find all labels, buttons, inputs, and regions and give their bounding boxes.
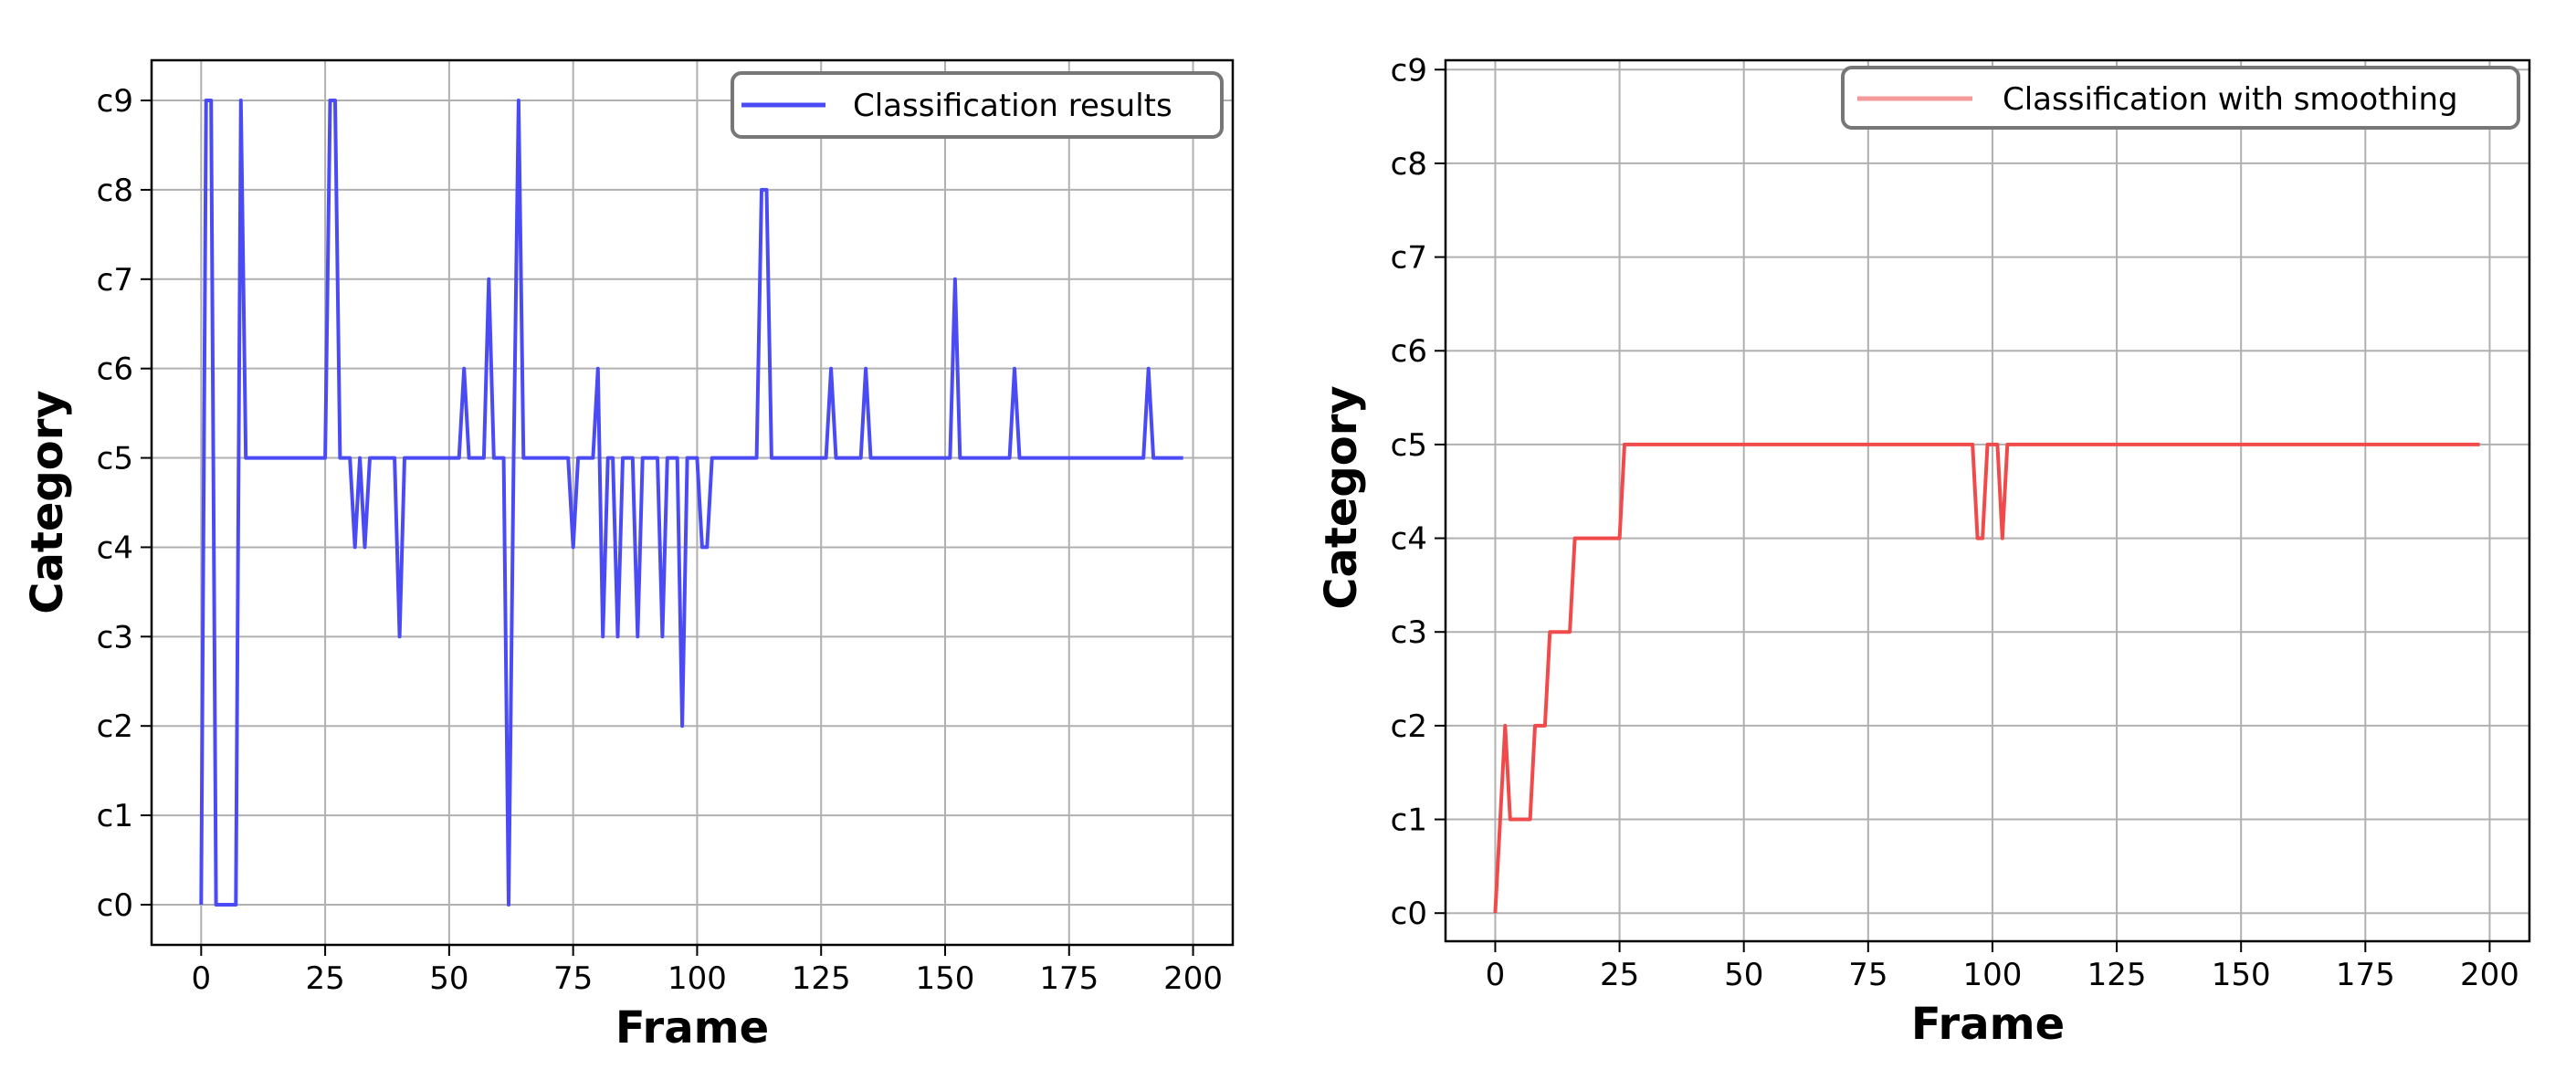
y-tick-label: c4	[1391, 521, 1427, 558]
x-tick-label: 175	[2336, 957, 2395, 993]
series-line-0	[199, 99, 1183, 907]
data-lines	[1493, 442, 2480, 914]
y-tick-label: c2	[1391, 708, 1427, 745]
y-tick-label: c4	[97, 530, 133, 566]
x-tick-label: 0	[191, 960, 211, 997]
x-axis-label: Frame	[615, 1002, 769, 1054]
y-tick-label: c0	[97, 887, 133, 924]
y-tick-label: c3	[97, 619, 133, 655]
x-tick-label: 0	[1486, 957, 1506, 993]
y-tick-label: c3	[1391, 614, 1427, 651]
grid	[1446, 60, 2529, 941]
x-tick-label: 75	[1848, 957, 1887, 993]
plot-area	[1446, 60, 2529, 941]
x-tick-label: 200	[1163, 960, 1223, 997]
axis-ticks: 0 25 50 75 100 125 150 175 200 c0 c1 c2 c3 c4 c5 c6 c7 c8…	[1391, 52, 2519, 993]
y-tick-label: c6	[1391, 333, 1427, 370]
x-tick-label: 25	[305, 960, 344, 997]
y-tick-label: c2	[97, 708, 133, 745]
x-tick-label: 50	[429, 960, 468, 997]
series-line-0	[1493, 442, 2480, 914]
x-tick-label: 150	[2212, 957, 2271, 993]
y-tick-label: c5	[1391, 427, 1427, 464]
y-tick-label: c5	[97, 441, 133, 477]
plot-area	[152, 60, 1233, 945]
legend-box	[1841, 66, 2520, 130]
legend: Classification results	[731, 71, 1224, 139]
x-tick-label: 75	[553, 960, 593, 997]
y-tick-label: c8	[97, 173, 133, 209]
y-tick-label: c0	[1391, 896, 1427, 932]
chart-right-classification-with-smoothing: 0 25 50 75 100 125 150 175 200 c0 c1 c2 c3 c4 c5 c6 c7 c8…	[1316, 52, 2531, 1050]
y-tick-label: c9	[97, 83, 133, 120]
plot-frame	[150, 58, 1235, 947]
y-tick-label: c9	[1391, 52, 1427, 89]
x-tick-label: 100	[1962, 957, 2022, 993]
legend: Classification with smoothing	[1841, 66, 2520, 130]
y-tick-label: c1	[97, 798, 133, 834]
x-tick-label: 100	[668, 960, 727, 997]
x-tick-label: 175	[1039, 960, 1099, 997]
y-axis-label: Category	[22, 390, 73, 613]
x-tick-label: 50	[1724, 957, 1763, 993]
x-tick-label: 25	[1600, 957, 1639, 993]
legend-box	[731, 71, 1224, 139]
x-tick-label: 200	[2460, 957, 2519, 993]
y-axis-label: Category	[1316, 385, 1367, 609]
legend-label: Classification with smoothing	[2003, 81, 2458, 118]
y-tick-label: c6	[97, 351, 133, 388]
data-lines	[199, 99, 1183, 907]
grid	[152, 60, 1233, 945]
y-tick-label: c1	[1391, 802, 1427, 839]
y-tick-label: c7	[1391, 240, 1427, 277]
y-tick-label: c8	[1391, 146, 1427, 183]
x-axis-label: Frame	[1911, 999, 2065, 1050]
y-tick-label: c7	[97, 262, 133, 299]
x-tick-label: 125	[2087, 957, 2147, 993]
axis-ticks: 0 25 50 75 100 125 150 175 200 c0 c1 c2 c3 c4 c5 c6 c7 c8…	[97, 83, 1223, 997]
chart-left-classification-results: 0 25 50 75 100 125 150 175 200 c0 c1 c2 c3 c4 c5 c6 c7 c8…	[22, 58, 1235, 1054]
legend-label: Classification results	[853, 88, 1172, 124]
x-tick-label: 150	[916, 960, 975, 997]
x-tick-label: 125	[792, 960, 851, 997]
plot-frame	[1444, 58, 2531, 943]
